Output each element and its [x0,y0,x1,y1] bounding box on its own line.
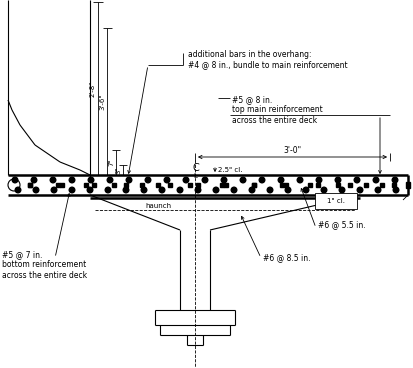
Circle shape [278,177,283,183]
Bar [252,183,255,187]
Text: 2.5" cl.: 2.5" cl. [218,167,242,173]
Circle shape [12,177,18,183]
Bar [28,183,32,187]
Text: additional bars in the overhang:
#4 @ 8 in., bundle to main reinforcement: additional bars in the overhang: #4 @ 8 … [188,50,347,70]
Bar [84,183,88,187]
Circle shape [335,177,340,183]
Text: 3": 3" [115,166,121,174]
Circle shape [374,187,380,193]
Text: 3'-6": 3'-6" [99,93,105,110]
Circle shape [372,177,378,183]
Circle shape [356,187,362,193]
Text: 2'-8": 2'-8" [90,80,96,97]
Circle shape [123,187,128,193]
Bar [28,183,32,187]
Text: #5 @ 7 in.
bottom reinforcement
across the entire deck: #5 @ 7 in. bottom reinforcement across t… [2,250,87,280]
Circle shape [230,187,236,193]
Text: #6 @ 8.5 in.: #6 @ 8.5 in. [262,254,310,262]
Circle shape [259,177,264,183]
Bar [168,183,171,187]
Circle shape [159,187,164,193]
Circle shape [15,187,21,193]
Bar [140,183,143,187]
Circle shape [87,187,93,193]
Circle shape [391,177,397,183]
Text: 1" cl.: 1" cl. [326,198,344,204]
Bar [363,183,367,187]
Circle shape [266,187,272,193]
Text: #5 @ 8 in.
top main reinforcement
across the entire deck: #5 @ 8 in. top main reinforcement across… [231,95,322,125]
Circle shape [88,177,94,183]
Circle shape [285,187,290,193]
Circle shape [202,177,207,183]
Bar [188,183,191,187]
Circle shape [297,177,302,183]
Circle shape [177,187,183,193]
Circle shape [69,187,75,193]
Circle shape [69,177,75,183]
Bar [56,183,59,187]
Text: 7": 7" [108,159,114,166]
Circle shape [354,177,359,183]
Bar [335,183,339,187]
Circle shape [107,177,112,183]
Text: haunch: haunch [145,203,171,209]
Bar [60,183,64,187]
Circle shape [195,187,200,193]
Bar [316,183,319,187]
Bar [156,183,159,187]
Circle shape [240,177,245,183]
Circle shape [302,187,308,193]
Circle shape [51,187,57,193]
Bar [284,183,287,187]
Circle shape [50,177,56,183]
Circle shape [213,187,218,193]
Bar [112,183,116,187]
Circle shape [320,187,326,193]
Circle shape [392,187,398,193]
Bar [314,193,356,209]
Circle shape [183,177,188,183]
Bar [196,183,199,187]
Bar [308,183,311,187]
Bar [347,183,351,187]
Circle shape [105,187,111,193]
Bar [224,183,227,187]
Circle shape [141,187,147,193]
Bar [220,183,223,187]
Text: $\mathsf{C}$: $\mathsf{C}$ [191,161,199,173]
Circle shape [338,187,344,193]
Text: $\mathsf{L}$: $\mathsf{L}$ [192,171,198,180]
Bar [379,183,383,187]
Circle shape [164,177,169,183]
Circle shape [33,187,39,193]
Text: 3'-0": 3'-0" [283,146,301,155]
Bar [252,183,255,187]
Bar [92,183,95,187]
Circle shape [145,177,150,183]
Circle shape [31,177,37,183]
Bar [124,183,128,187]
Bar [391,183,395,187]
Circle shape [221,177,226,183]
Bar [280,183,283,187]
Circle shape [316,177,321,183]
Circle shape [249,187,254,193]
Text: #6 @ 5.5 in.: #6 @ 5.5 in. [317,220,365,230]
Circle shape [126,177,131,183]
Bar [405,182,409,188]
